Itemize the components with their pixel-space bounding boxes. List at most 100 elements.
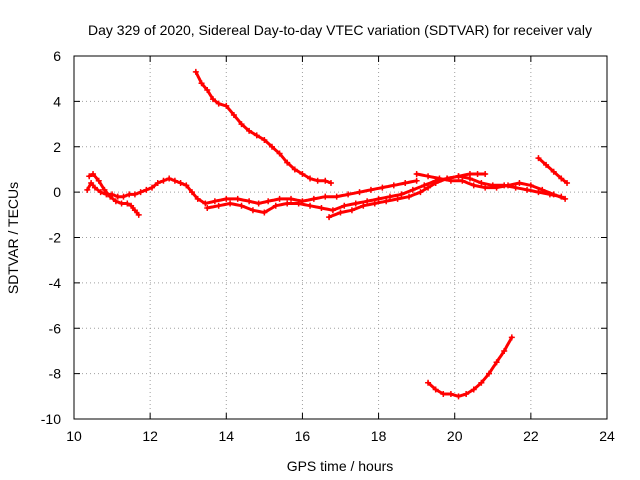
data-point bbox=[463, 391, 470, 398]
data-point bbox=[425, 173, 432, 180]
data-point bbox=[131, 207, 138, 214]
data-point bbox=[91, 184, 98, 191]
data-point bbox=[337, 209, 344, 216]
data-point bbox=[493, 359, 500, 366]
x-tick-label: 24 bbox=[599, 428, 615, 444]
data-point bbox=[436, 175, 443, 182]
data-point bbox=[482, 170, 489, 177]
data-point bbox=[154, 180, 161, 187]
y-tick-label: 0 bbox=[53, 184, 61, 200]
data-point bbox=[318, 205, 325, 212]
data-point bbox=[539, 186, 546, 193]
data-point bbox=[192, 68, 199, 75]
series-arc-g bbox=[535, 155, 571, 187]
data-point bbox=[204, 205, 211, 212]
series-arc-f bbox=[413, 170, 569, 202]
data-point bbox=[291, 166, 298, 173]
data-layer bbox=[84, 68, 571, 400]
series-arc-h bbox=[425, 334, 515, 400]
data-point bbox=[284, 159, 291, 166]
data-point bbox=[390, 182, 397, 189]
data-point bbox=[223, 102, 230, 109]
data-point bbox=[288, 195, 295, 202]
data-point bbox=[558, 175, 565, 182]
y-tick-label: 4 bbox=[53, 93, 61, 109]
data-point bbox=[135, 211, 142, 218]
data-point bbox=[345, 191, 352, 198]
data-point bbox=[413, 177, 420, 184]
data-point bbox=[474, 170, 481, 177]
data-point bbox=[406, 193, 413, 200]
data-point bbox=[508, 334, 515, 341]
data-point bbox=[421, 182, 428, 189]
data-point bbox=[322, 193, 329, 200]
data-point bbox=[238, 121, 245, 128]
data-point bbox=[143, 186, 150, 193]
data-point bbox=[211, 198, 218, 205]
data-point bbox=[118, 200, 125, 207]
data-point bbox=[171, 177, 178, 184]
data-point bbox=[447, 391, 454, 398]
data-point bbox=[398, 191, 405, 198]
data-point bbox=[501, 347, 508, 354]
data-point bbox=[137, 189, 144, 196]
data-point bbox=[97, 189, 104, 196]
data-point bbox=[348, 207, 355, 214]
series-arc-b bbox=[86, 170, 142, 218]
data-point bbox=[364, 198, 371, 205]
data-point bbox=[90, 170, 97, 177]
data-point bbox=[124, 200, 131, 207]
data-point bbox=[249, 207, 256, 214]
data-point bbox=[307, 175, 314, 182]
y-tick-label: -4 bbox=[49, 275, 62, 291]
data-point bbox=[327, 180, 334, 187]
data-point bbox=[432, 180, 439, 187]
y-tick-label: -8 bbox=[49, 366, 62, 382]
series-arc-c bbox=[192, 68, 334, 187]
data-point bbox=[265, 198, 272, 205]
data-point bbox=[276, 195, 283, 202]
data-point bbox=[432, 386, 439, 393]
data-point bbox=[128, 202, 135, 209]
data-point bbox=[101, 186, 108, 193]
data-point bbox=[564, 180, 571, 187]
data-point bbox=[485, 370, 492, 377]
data-point bbox=[425, 379, 432, 386]
data-point bbox=[379, 184, 386, 191]
data-point bbox=[166, 175, 173, 182]
data-point bbox=[360, 202, 367, 209]
data-point bbox=[234, 195, 241, 202]
data-point bbox=[482, 184, 489, 191]
data-point bbox=[402, 180, 409, 187]
y-axis-label: SDTVAR / TECUs bbox=[5, 182, 21, 294]
data-point bbox=[284, 200, 291, 207]
data-point bbox=[295, 200, 302, 207]
data-point bbox=[160, 177, 167, 184]
data-point bbox=[329, 207, 336, 214]
data-point bbox=[527, 182, 534, 189]
series-arc-e bbox=[326, 170, 489, 221]
data-point bbox=[455, 173, 462, 180]
data-point bbox=[550, 168, 557, 175]
y-tick-label: -6 bbox=[49, 320, 62, 336]
data-point bbox=[535, 189, 542, 196]
data-point bbox=[371, 200, 378, 207]
data-point bbox=[478, 379, 485, 386]
data-point bbox=[299, 170, 306, 177]
data-point bbox=[383, 198, 390, 205]
x-tick-label: 10 bbox=[66, 428, 82, 444]
data-point bbox=[326, 214, 333, 221]
data-point bbox=[131, 191, 138, 198]
data-point bbox=[246, 127, 253, 134]
data-point bbox=[440, 391, 447, 398]
data-point bbox=[238, 202, 245, 209]
data-point bbox=[215, 100, 222, 107]
data-point bbox=[107, 193, 114, 200]
data-point bbox=[314, 177, 321, 184]
data-point bbox=[478, 180, 485, 187]
y-tick-label: -10 bbox=[41, 411, 61, 427]
data-point bbox=[375, 195, 382, 202]
data-point bbox=[272, 202, 279, 209]
data-point bbox=[215, 202, 222, 209]
